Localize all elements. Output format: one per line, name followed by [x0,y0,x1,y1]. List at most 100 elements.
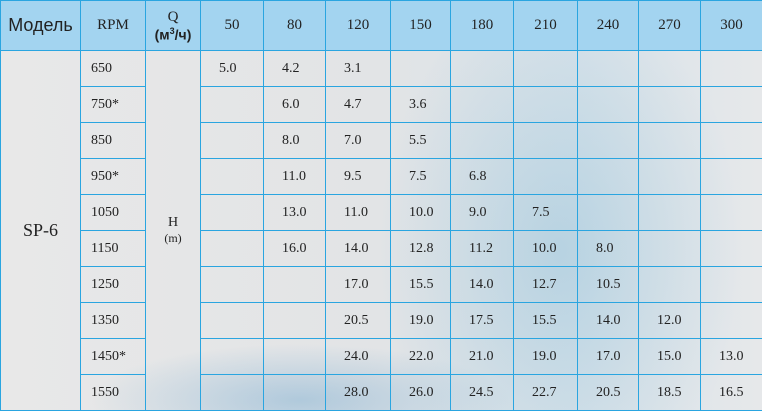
head-value-cell: 14.0 [326,231,391,267]
head-value-cell [639,267,701,303]
head-value-cell: 3.1 [326,51,391,87]
head-value-cell [514,123,578,159]
head-value-cell: 10.0 [391,195,451,231]
head-value-cell: 24.0 [326,339,391,375]
head-value-cell [451,123,514,159]
head-value-cell [639,87,701,123]
head-value-cell: 11.0 [264,159,326,195]
head-value-cell [201,339,264,375]
head-value-cell: 9.0 [451,195,514,231]
head-value-cell [701,87,762,123]
head-value-cell [701,195,762,231]
header-q-label: Q [146,9,200,26]
head-value-cell: 5.0 [201,51,264,87]
head-value-cell: 26.0 [391,375,451,411]
head-value-cell [264,339,326,375]
head-value-cell [201,231,264,267]
head-value-cell: 22.0 [391,339,451,375]
header-model: Модель [1,1,81,51]
head-value-cell [201,267,264,303]
head-value-cell: 18.5 [639,375,701,411]
header-flow: 300 [701,1,762,51]
head-value-cell: 16.5 [701,375,762,411]
head-value-cell [514,87,578,123]
head-value-cell [639,231,701,267]
head-value-cell [201,159,264,195]
head-value-cell: 11.0 [326,195,391,231]
header-flow: 270 [639,1,701,51]
head-value-cell [264,303,326,339]
head-value-cell [701,231,762,267]
head-value-cell: 8.0 [264,123,326,159]
head-value-cell: 17.5 [451,303,514,339]
head-value-cell [264,267,326,303]
rpm-cell: 1550 [81,375,146,411]
head-value-cell [639,123,701,159]
header-q: Q (м3/ч) [146,1,201,51]
head-value-cell: 24.5 [451,375,514,411]
head-value-cell: 8.0 [578,231,639,267]
head-value-cell [578,195,639,231]
head-value-cell: 10.0 [514,231,578,267]
head-value-cell [264,375,326,411]
head-value-cell [578,87,639,123]
head-label-cell: H(m) [146,51,201,411]
rpm-cell: 1050 [81,195,146,231]
head-value-cell: 17.0 [326,267,391,303]
head-value-cell [514,51,578,87]
head-value-cell [578,123,639,159]
head-value-cell [701,267,762,303]
head-value-cell: 12.7 [514,267,578,303]
head-value-cell: 22.7 [514,375,578,411]
head-value-cell: 7.5 [514,195,578,231]
head-value-cell [201,123,264,159]
header-flow: 80 [264,1,326,51]
head-value-cell: 17.0 [578,339,639,375]
head-value-cell: 12.0 [639,303,701,339]
head-value-cell: 19.0 [391,303,451,339]
header-q-unit: (м3/ч) [146,26,200,43]
rpm-cell: 950* [81,159,146,195]
head-value-cell [201,303,264,339]
head-label: H [146,215,200,231]
header-flow: 180 [451,1,514,51]
head-value-cell [578,51,639,87]
head-value-cell: 20.5 [326,303,391,339]
head-value-cell: 14.0 [578,303,639,339]
head-value-cell: 9.5 [326,159,391,195]
q-unit-pre: (м [155,26,170,42]
head-value-cell: 19.0 [514,339,578,375]
header-flow: 120 [326,1,391,51]
head-value-cell [201,87,264,123]
head-value-cell: 20.5 [578,375,639,411]
head-value-cell: 12.8 [391,231,451,267]
head-unit: (m) [146,231,200,246]
rpm-cell: 850 [81,123,146,159]
head-value-cell [701,159,762,195]
header-flow: 240 [578,1,639,51]
rpm-cell: 1250 [81,267,146,303]
head-value-cell: 11.2 [451,231,514,267]
rpm-cell: 1350 [81,303,146,339]
head-value-cell [451,51,514,87]
head-value-cell: 7.0 [326,123,391,159]
head-value-cell: 28.0 [326,375,391,411]
q-unit-post: /ч) [175,26,192,42]
head-value-cell: 4.2 [264,51,326,87]
head-value-cell: 6.0 [264,87,326,123]
head-value-cell [639,51,701,87]
head-value-cell [201,375,264,411]
head-value-cell: 15.5 [391,267,451,303]
rpm-cell: 650 [81,51,146,87]
